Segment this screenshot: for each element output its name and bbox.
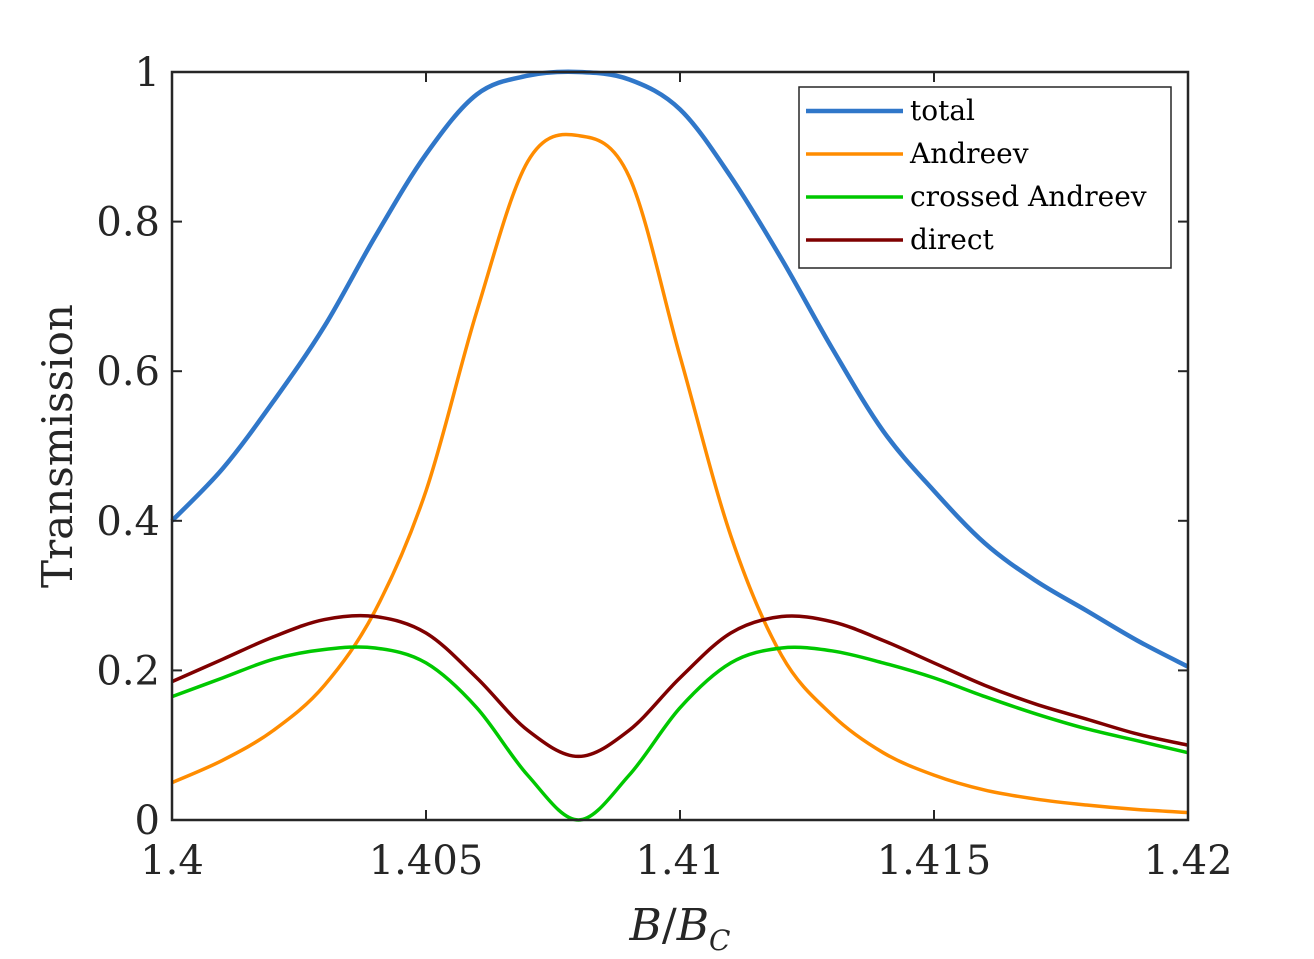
legend-box: [798, 86, 1172, 269]
series-line-direct: [171, 613, 1189, 759]
legend: total Andreev crossed Andreev direct: [798, 86, 1172, 269]
series-layer: [170, 69, 1190, 822]
legend-label-direct: direct: [910, 223, 995, 256]
x-tick-label: 1.41: [635, 838, 724, 884]
y-tick-label: 0.2: [96, 648, 160, 694]
x-tick-label: 1.405: [369, 838, 484, 884]
series-line-andreev: [171, 132, 1189, 815]
x-tick-label: 1.415: [877, 838, 992, 884]
y-tick-label: 0.6: [96, 349, 160, 395]
x-tick-label: 1.42: [1143, 838, 1232, 884]
tick-layer: 1.4 1.405 1.41 1.415 1.42 0 0.2 0.4 0.6 0.8 1: [96, 50, 1232, 884]
x-axis-label: B/BC: [629, 900, 731, 957]
series-line-crossed-andreev: [171, 645, 1189, 822]
x-axis-label-subscript: C: [709, 924, 730, 957]
legend-label-total: total: [910, 94, 975, 127]
legend-label-crossed-andreev: crossed Andreev: [910, 180, 1147, 213]
y-tick-label: 0: [135, 798, 160, 844]
y-axis-label: Transmission: [33, 304, 82, 588]
legend-label-andreev: Andreev: [909, 137, 1029, 170]
y-tick-label: 0.8: [96, 200, 160, 246]
y-tick-label: 1: [135, 50, 160, 96]
x-axis-label-b: B: [629, 900, 662, 951]
x-axis-label-b-base: B: [676, 900, 709, 951]
x-tick-label: 1.4: [140, 838, 204, 884]
series-line-total: [170, 69, 1190, 669]
x-axis-label-slash: /: [662, 900, 677, 951]
y-tick-label: 0.4: [96, 499, 160, 545]
